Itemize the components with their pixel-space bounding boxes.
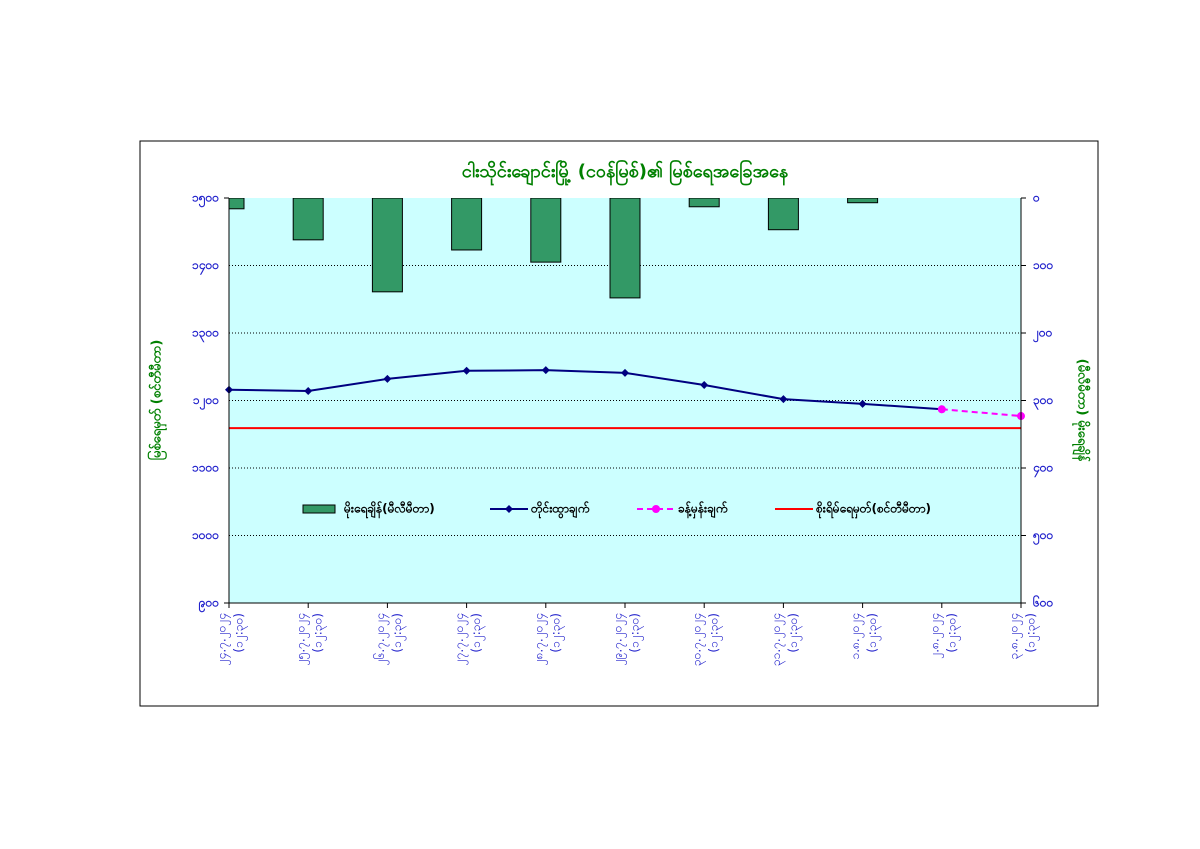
x-tick-label: ၃၁.၇.၂၀၂၄	[769, 613, 786, 666]
x-tick-label: (၁၂:၃၀)	[707, 613, 724, 653]
x-tick-label: ၁.၈.၂၀၂၄	[848, 613, 865, 660]
x-tick-label: (၁၂:၃၀)	[232, 613, 249, 653]
bar	[371, 198, 403, 293]
y-tick-label: ၁၄၀၀	[192, 258, 219, 276]
legend-marker	[505, 505, 513, 513]
point-marker	[304, 387, 313, 396]
data-line	[941, 408, 1022, 418]
y-tick-label: ၁၂၀၀	[193, 393, 219, 411]
bar	[530, 198, 562, 263]
y2-tick-label: ၆၀၀	[1032, 594, 1054, 610]
x-tick-label: ၂၆.၇.၂၀၂၄	[372, 613, 390, 665]
x-tick-label: ၂၈.၇.၂၀၂၄	[531, 613, 548, 665]
legend-marker	[652, 505, 660, 513]
point-marker	[779, 395, 788, 404]
y2-tick-label: ၅၀၀	[1032, 528, 1054, 546]
x-tick-label: (၁၂:၃၀)	[1024, 613, 1041, 653]
y2-tick-label: ၂၀၀	[1032, 326, 1053, 344]
legend-label: တိုင်းထွာချက်	[530, 500, 590, 520]
y-tick-label: ၁၁၀၀	[192, 461, 219, 475]
y-tick-label: ၁၃၀၀	[192, 326, 219, 344]
y2-axis-label: (မီလီမီတာ) မိုးရေချိန်	[1072, 359, 1092, 463]
x-tick-label: ၂၅.၇.၂၀၂၄	[294, 613, 311, 665]
x-tick-label: ၂၇.၇.၂၀၂၄	[452, 613, 469, 665]
point-marker	[858, 399, 867, 408]
data-line	[228, 369, 942, 411]
point-marker	[700, 380, 709, 389]
bar	[451, 198, 483, 251]
y-axis-label: မြစ်ရေမှတ် (စင်တီမီတာ)	[147, 340, 168, 461]
legend-label: မိုးရေချိန်(မီလီမီတာ)	[343, 500, 435, 520]
bar	[609, 198, 641, 299]
x-tick-label: ၂၉.၇.၂၀၂၄	[611, 613, 628, 665]
x-tick-label: ၃.၈.၂၀၂၄	[1007, 613, 1024, 660]
y2-tick-label: ၃၀၀	[1033, 393, 1054, 411]
bar	[767, 198, 799, 231]
x-tick-label: ၃၀.၇.၂၀၂၄	[690, 613, 707, 666]
bar	[292, 198, 324, 241]
point-marker	[937, 405, 946, 414]
y-tick-label: ၁၅၀၀	[192, 191, 219, 209]
x-tick-label: (၁၂:၃၀)	[865, 613, 882, 653]
bar	[847, 198, 879, 204]
x-tick-label: (၁၂:၃၀)	[390, 613, 407, 653]
x-tick-label: (၁၂:၃၀)	[311, 613, 328, 653]
x-tick-label: ၂၄.၇.၂၀၂၄	[215, 613, 232, 665]
x-tick-label: (၁၂:၃၀)	[944, 613, 961, 653]
legend-swatch	[302, 504, 336, 514]
y2-tick-label: ၁၀၀	[1033, 258, 1054, 272]
chart-title: ငါးသိုင်းချောင်းမြို့ (ငဝန်မြစ်)၏ မြစ်ရေ…	[462, 159, 789, 186]
point-marker	[541, 366, 550, 375]
x-tick-label: (၁၂:၃၀)	[628, 613, 645, 653]
y-tick-label: ၁၀၀၀	[192, 528, 219, 542]
point-marker	[621, 368, 629, 377]
y-tick-label: ၉၀၀	[198, 596, 220, 614]
y2-tick-label: ၀	[1032, 191, 1040, 205]
x-tick-label: (၁၂:၃၀)	[548, 613, 565, 653]
x-tick-label: ၂.၈.၂၀၂၄	[927, 613, 944, 659]
bar	[688, 198, 720, 208]
y2-tick-label: ၄၀၀	[1032, 461, 1054, 479]
bar	[229, 198, 245, 210]
point-marker	[462, 366, 471, 375]
legend-label: ခန့်မှန်းချက်	[678, 500, 728, 520]
x-tick-label: (၁၂:၃၀)	[786, 613, 803, 653]
point-marker	[383, 374, 392, 383]
legend-label: စိုးရိမ်ရေမှတ်(စင်တီမီတာ)	[815, 500, 931, 520]
x-tick-label: (၁၂:၃၀)	[469, 613, 486, 653]
